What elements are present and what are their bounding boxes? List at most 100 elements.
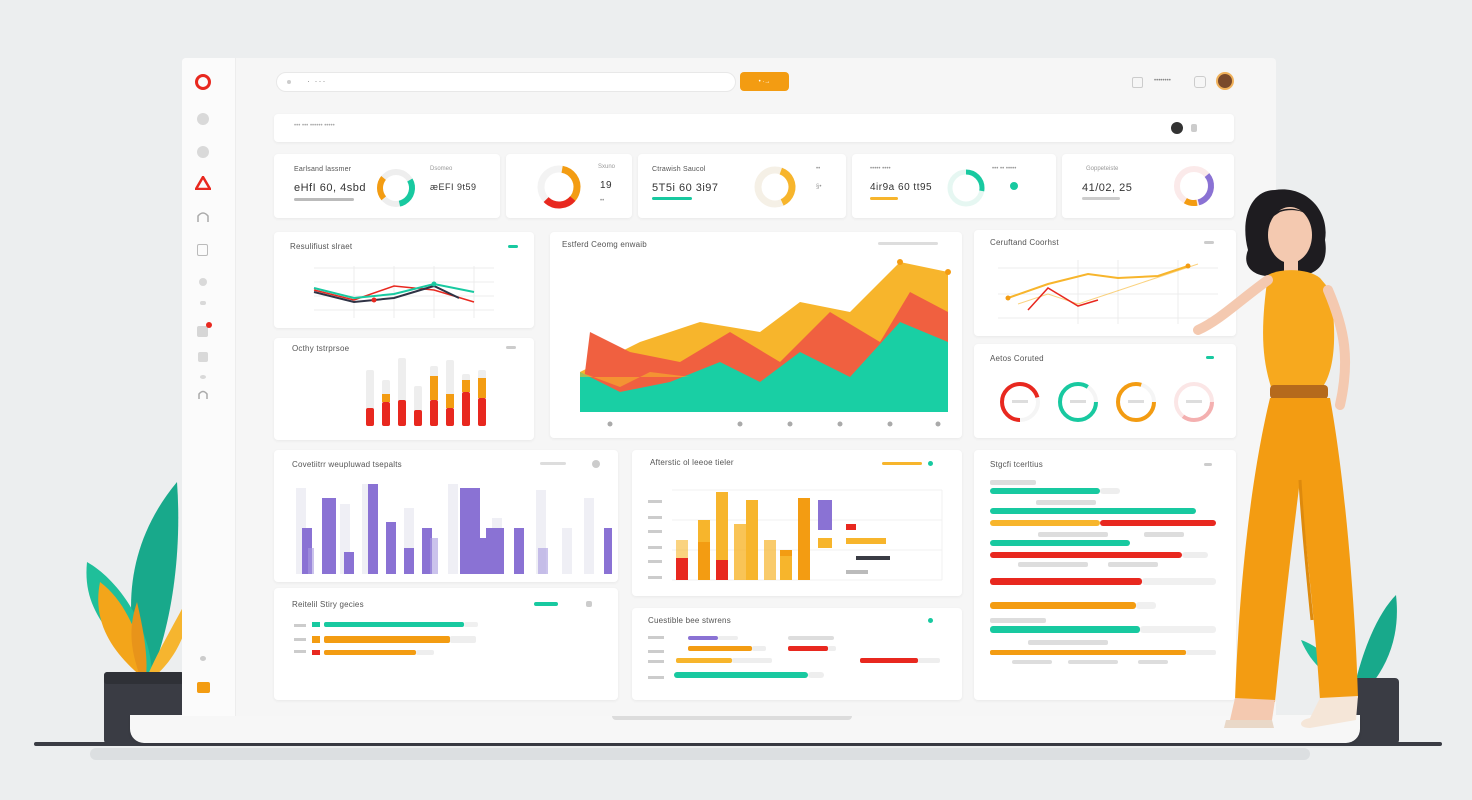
- search-button[interactable]: • ·→: [740, 72, 789, 91]
- panel-title: Stgcfi tcerltius: [990, 460, 1043, 469]
- panel-area-chart[interactable]: Estferd Ceomg enwaib: [550, 232, 962, 438]
- panel-bar-small[interactable]: Octhy tstrprsoe: [274, 338, 534, 440]
- kpi-progress: [870, 197, 898, 200]
- sidebar: [182, 58, 236, 716]
- app-logo-icon[interactable]: [195, 74, 211, 90]
- bottom-bar-chart: [648, 636, 940, 679]
- sidebar-signal-icon[interactable]: [200, 375, 206, 379]
- line-chart-right: [998, 260, 1218, 324]
- sub-toolbar: ••• ••• •••••• •••••: [274, 114, 1234, 142]
- panel-title: Ceruftand Coorhst: [990, 238, 1059, 247]
- kpi-sub: ••: [816, 166, 821, 172]
- avatar[interactable]: [1216, 72, 1234, 90]
- panel-line-small[interactable]: Resulifiust slraet: [274, 232, 534, 328]
- panel-small-hbars[interactable]: Reitelil Stiry gecies: [274, 588, 618, 700]
- laptop-notch: [612, 715, 852, 720]
- panel-title: Aetos Coruted: [990, 354, 1044, 363]
- kpi-donut: [947, 169, 985, 207]
- kpi-sub-value: æEFI 9t59: [430, 182, 477, 192]
- panel-menu-icon[interactable]: [1204, 241, 1214, 244]
- panel-legend-dot: [928, 461, 933, 466]
- sidebar-people-icon[interactable]: [198, 390, 208, 399]
- sidebar-wifi-icon[interactable]: [200, 301, 206, 305]
- kpi-card-4[interactable]: ••••• •••• 4ir9a 60 tt95 ••• •• •••••: [852, 154, 1056, 218]
- kpi-label: ••••• ••••: [870, 166, 891, 172]
- sidebar-users-icon[interactable]: [197, 212, 209, 222]
- kpi-value: 5T5i 60 3i97: [652, 182, 719, 194]
- kpi-sub-label: Dsomeo: [430, 166, 453, 172]
- panel-mixed-bars[interactable]: Afterstic ol leeoe tieler: [632, 450, 962, 596]
- sidebar-notifications-icon[interactable]: [197, 322, 212, 337]
- panel-bottom-center[interactable]: Cuestible bee stwrens: [632, 608, 962, 700]
- panel-menu-icon[interactable]: [506, 346, 516, 349]
- kpi-label: Sxuno: [598, 164, 616, 170]
- sidebar-home-icon[interactable]: [197, 113, 209, 125]
- panel-legend: [534, 602, 558, 606]
- kpi-sub: ••: [600, 198, 605, 204]
- panel-hbars-right[interactable]: Stgcfi tcerltius: [974, 450, 1236, 700]
- donut-group: [1000, 382, 1214, 422]
- purple-bar-chart: [296, 484, 612, 574]
- status-dot: [1010, 182, 1018, 190]
- user-name[interactable]: ••••••••: [1154, 78, 1171, 84]
- panel-donuts[interactable]: Aetos Coruted: [974, 344, 1236, 438]
- kpi-card-2[interactable]: Sxuno 19 ••: [506, 154, 632, 218]
- panel-title: Covetiitrr weupluwad tsepalts: [292, 460, 402, 469]
- panel-title: Cuestible bee stwrens: [648, 616, 731, 625]
- sidebar-reports-icon[interactable]: [199, 278, 207, 286]
- bell-icon[interactable]: [1132, 77, 1143, 88]
- kpi-label: Ctrawish Saucol: [652, 166, 706, 173]
- presenter-woman-illustration: [1193, 189, 1358, 728]
- kpi-progress: [652, 197, 692, 200]
- panel-menu-icon[interactable]: [1204, 463, 1212, 466]
- kpi-donut: [537, 165, 581, 209]
- kpi-sub-value: §•: [816, 184, 822, 190]
- panel-legend: [878, 242, 938, 245]
- area-chart: [580, 259, 951, 427]
- panel-title: Estferd Ceomg enwaib: [562, 240, 647, 249]
- help-icon[interactable]: [1194, 76, 1206, 88]
- search-icon: [287, 80, 291, 84]
- sidebar-briefcase-icon[interactable]: [197, 682, 210, 693]
- line-chart-small: [313, 266, 494, 318]
- floor-shadow: [90, 748, 1310, 760]
- sidebar-collapse-icon[interactable]: [200, 656, 206, 661]
- sidebar-files-icon[interactable]: [197, 244, 208, 256]
- breadcrumb[interactable]: ••• ••• •••••• •••••: [294, 123, 335, 129]
- dashboard-screen: · ··· • ·→ •••••••• ••• ••• •••••• •••••…: [182, 58, 1276, 716]
- panel-settings-icon[interactable]: [586, 601, 592, 607]
- kpi-value: eHfI 60, 4sbd: [294, 182, 366, 194]
- kpi-donut: [377, 169, 415, 207]
- hbar-chart-right: [990, 480, 1216, 664]
- kpi-sub: ••• •• •••••: [992, 166, 1017, 172]
- small-hbar-chart: [294, 622, 478, 655]
- toolbar-edit-icon[interactable]: [1191, 124, 1197, 132]
- panel-menu-icon[interactable]: [508, 245, 518, 248]
- panel-purple-bars[interactable]: Covetiitrr weupluwad tsepalts: [274, 450, 618, 582]
- plant-left-illustration: [86, 482, 191, 744]
- search-placeholder: · ···: [307, 76, 327, 86]
- sidebar-dashboard-icon[interactable]: [197, 146, 209, 158]
- search-input[interactable]: · ···: [276, 72, 736, 92]
- kpi-card-1[interactable]: Earlsand lassmer eHfI 60, 4sbd Dsomeo æE…: [274, 154, 500, 218]
- kpi-value: 41/02, 25: [1082, 182, 1133, 194]
- mixed-bar-chart: [648, 489, 943, 581]
- panel-legend: [882, 462, 922, 465]
- sidebar-settings-icon[interactable]: [198, 352, 208, 362]
- panel-menu-icon[interactable]: [540, 462, 566, 465]
- kpi-donut: [1174, 166, 1214, 206]
- panel-menu-icon[interactable]: [1206, 356, 1214, 359]
- panel-settings-icon[interactable]: [592, 460, 600, 468]
- sidebar-alert-icon[interactable]: [195, 176, 211, 190]
- panel-title: Resulifiust slraet: [290, 242, 353, 251]
- kpi-label: Goppeteiste: [1086, 166, 1119, 172]
- panel-title: Octhy tstrprsoe: [292, 344, 350, 353]
- panel-line-right[interactable]: Ceruftand Coorhst: [974, 230, 1236, 336]
- kpi-card-3[interactable]: Ctrawish Saucol 5T5i 60 3i97 •• §•: [638, 154, 846, 218]
- toolbar-dark-icon[interactable]: [1171, 122, 1183, 134]
- panel-legend-dot: [928, 618, 933, 623]
- kpi-card-5[interactable]: Goppeteiste 41/02, 25: [1062, 154, 1234, 218]
- kpi-value: 4ir9a 60 tt95: [870, 182, 933, 193]
- kpi-progress: [1082, 197, 1120, 200]
- kpi-progress: [294, 198, 354, 201]
